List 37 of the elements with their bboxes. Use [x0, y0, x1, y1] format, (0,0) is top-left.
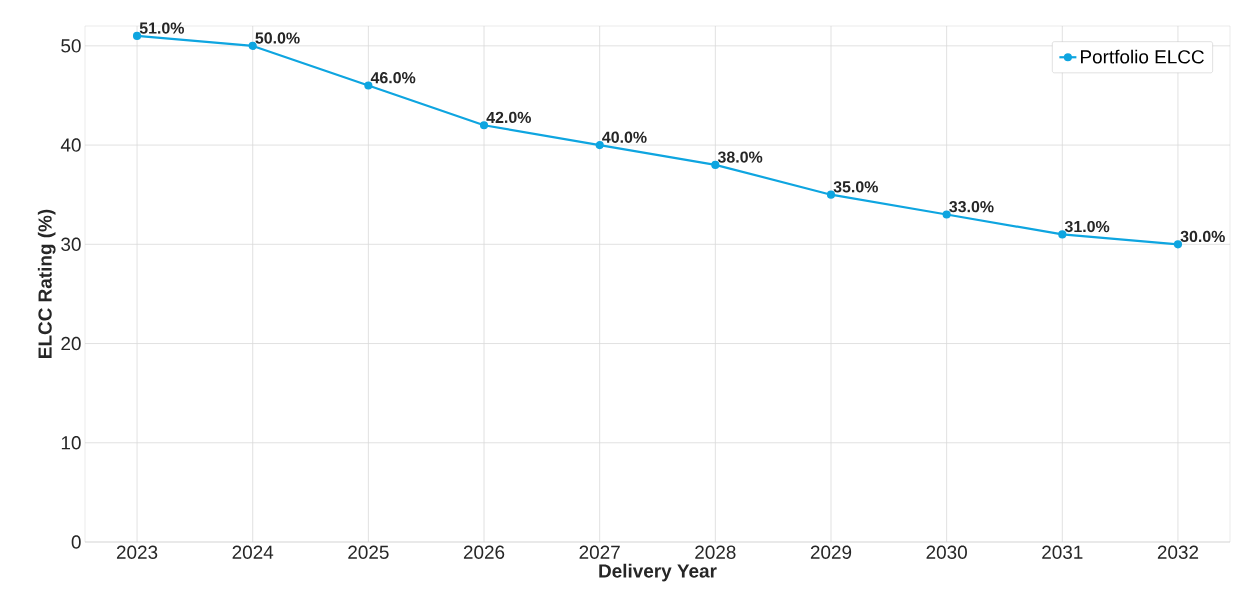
x-axis-title: Delivery Year [599, 563, 717, 582]
legend-label: Portfolio ELCC [1081, 49, 1204, 64]
point [595, 140, 604, 150]
x-tick-label: 2024 [232, 545, 274, 559]
data-label: 46.0% [370, 72, 416, 84]
point [132, 31, 142, 41]
y-tick-label: 50 [61, 39, 81, 53]
x-tick-label: 2031 [1042, 545, 1083, 559]
point [1058, 230, 1067, 239]
data-label: 40.0% [602, 131, 647, 143]
data-label: 51.0% [139, 22, 185, 34]
point [1173, 240, 1183, 249]
y-tick-label: 30 [61, 237, 81, 252]
data-label: 33.0% [949, 201, 994, 213]
y-axis-title: ELCC Rating (%) [37, 209, 56, 358]
data-label: 50.0% [255, 32, 300, 44]
x-tick-label: 2023 [116, 545, 158, 559]
data-label: 35.0% [833, 181, 878, 193]
data-label: 38.0% [717, 151, 763, 163]
x-tick-label: 2032 [1157, 545, 1199, 559]
x-tick-label: 2028 [695, 545, 736, 559]
point [248, 41, 257, 50]
x-tick-label: 2027 [579, 545, 620, 559]
data-label: 42.0% [486, 111, 531, 124]
x-tick-label: 2030 [926, 545, 967, 559]
y-tick-label: 40 [60, 138, 81, 152]
point [479, 121, 489, 130]
point [711, 160, 720, 170]
x-tick-label: 2025 [348, 545, 389, 559]
y-tick-label: 10 [61, 436, 81, 450]
data-label: 31.0% [1064, 220, 1110, 233]
y-tick-label: 0 [71, 535, 81, 549]
x-tick-label: 2026 [463, 545, 505, 559]
x-tick-label: 2029 [810, 545, 852, 559]
data-label: 30.0% [1180, 230, 1225, 243]
point [942, 210, 951, 219]
y-tick-label: 20 [61, 336, 81, 351]
